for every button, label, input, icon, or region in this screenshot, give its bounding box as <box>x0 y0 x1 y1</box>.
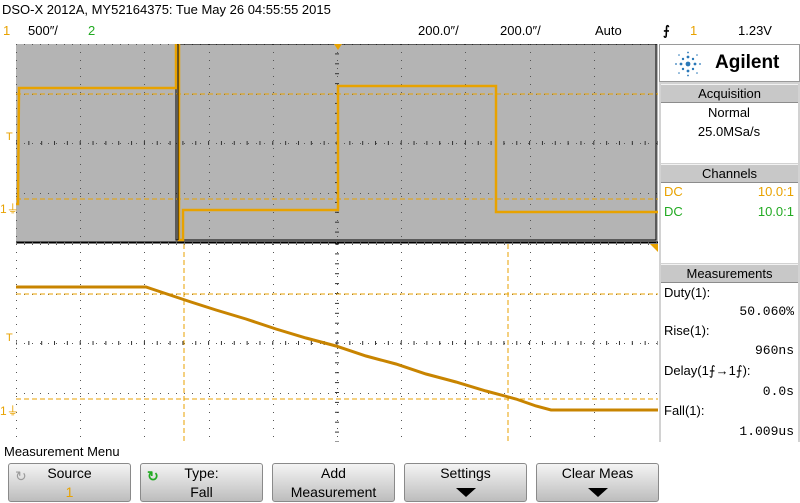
settings-softkey[interactable]: Settings <box>404 463 527 502</box>
measurement-value: 960ns <box>754 343 794 358</box>
status-bar: 1 500″/ 2 200.0″/ 200.0″/ Auto ⨍ 1 1.23V <box>0 21 800 41</box>
trigger-position-marker <box>334 44 342 50</box>
clear-meas-softkey[interactable]: Clear Meas <box>536 463 659 502</box>
trigger-t-marker: T <box>6 131 13 143</box>
measurement-value: 0.0s <box>762 384 794 399</box>
rotate-knob-icon: ↻ <box>147 468 159 484</box>
ch1-trace-zoom <box>16 285 658 412</box>
zoom-timebase[interactable]: 200.0″/ <box>500 23 541 38</box>
measurement-value: 50.060% <box>739 304 794 319</box>
add-measurement-softkey[interactable]: Add Measurement <box>272 463 395 502</box>
ch1-number[interactable]: 1 <box>3 23 11 38</box>
brand-name: Agilent <box>715 52 780 73</box>
main-grid <box>16 44 658 243</box>
rotate-knob-icon: ↻ <box>15 468 27 484</box>
ch1-ground-marker-main[interactable]: 1⏚ <box>0 202 19 216</box>
measurement-label: Duty(1): <box>664 285 711 300</box>
channels-title[interactable]: Channels <box>661 164 798 183</box>
trigger-t-marker-zoom: T <box>6 332 13 344</box>
measurements-body: Duty(1): 50.060% Rise(1): 960ns Delay(1⨍… <box>661 283 798 442</box>
measurement-label: Rise(1): <box>664 323 710 338</box>
acquisition-body: Normal 25.0MSa/s <box>661 103 798 163</box>
trigger-mode[interactable]: Auto <box>595 23 622 38</box>
main-timebase[interactable]: 200.0″/ <box>418 23 459 38</box>
brand-logo: Agilent <box>659 44 800 82</box>
ch1-ground-marker-zoom[interactable]: 1⏚ <box>0 404 19 418</box>
submenu-arrow-icon <box>455 488 476 497</box>
instrument-title: DSO-X 2012A, MY52164375: Tue May 26 04:5… <box>2 2 331 17</box>
measurement-label: Fall(1): <box>664 403 705 418</box>
channels-body: DC 10.0:1 DC 10.0:1 <box>661 183 798 263</box>
channel-1-row[interactable]: DC 10.0:1 <box>664 184 794 199</box>
zoom-region-box <box>175 44 657 241</box>
acquisition-title[interactable]: Acquisition <box>661 84 798 103</box>
measurements-title[interactable]: Measurements <box>661 264 798 283</box>
side-panel: Agilent Acquisition Normal 25.0MSa/s Cha… <box>659 44 800 442</box>
agilent-spark-icon <box>675 51 701 77</box>
measurement-label: Delay(1⨍→1⨍): <box>664 363 751 378</box>
ch2-number[interactable]: 2 <box>88 23 96 38</box>
measurement-value: 1.009us <box>739 424 794 439</box>
zoom-grid <box>16 243 658 442</box>
channel-2-row[interactable]: DC 10.0:1 <box>664 204 794 219</box>
ground-icon: ⏚ <box>6 202 19 216</box>
trigger-source[interactable]: 1 <box>690 23 698 38</box>
acquisition-mode: Normal <box>708 105 750 120</box>
menu-title: Measurement Menu <box>4 444 120 459</box>
source-softkey[interactable]: ↻ Source 1 <box>8 463 131 502</box>
type-softkey[interactable]: ↻ Type: Fall <box>140 463 263 502</box>
waveform-display[interactable]: T T <box>16 44 658 442</box>
sample-rate: 25.0MSa/s <box>697 124 761 139</box>
ch1-trace-main <box>16 44 658 242</box>
trigger-slope-icon: ⨍ <box>663 23 670 38</box>
trigger-level[interactable]: 1.23V <box>738 23 772 38</box>
ch1-scale[interactable]: 500″/ <box>28 23 58 38</box>
zoom-trigger-marker <box>650 244 658 252</box>
ground-icon: ⏚ <box>6 404 19 418</box>
submenu-arrow-icon <box>587 488 608 497</box>
